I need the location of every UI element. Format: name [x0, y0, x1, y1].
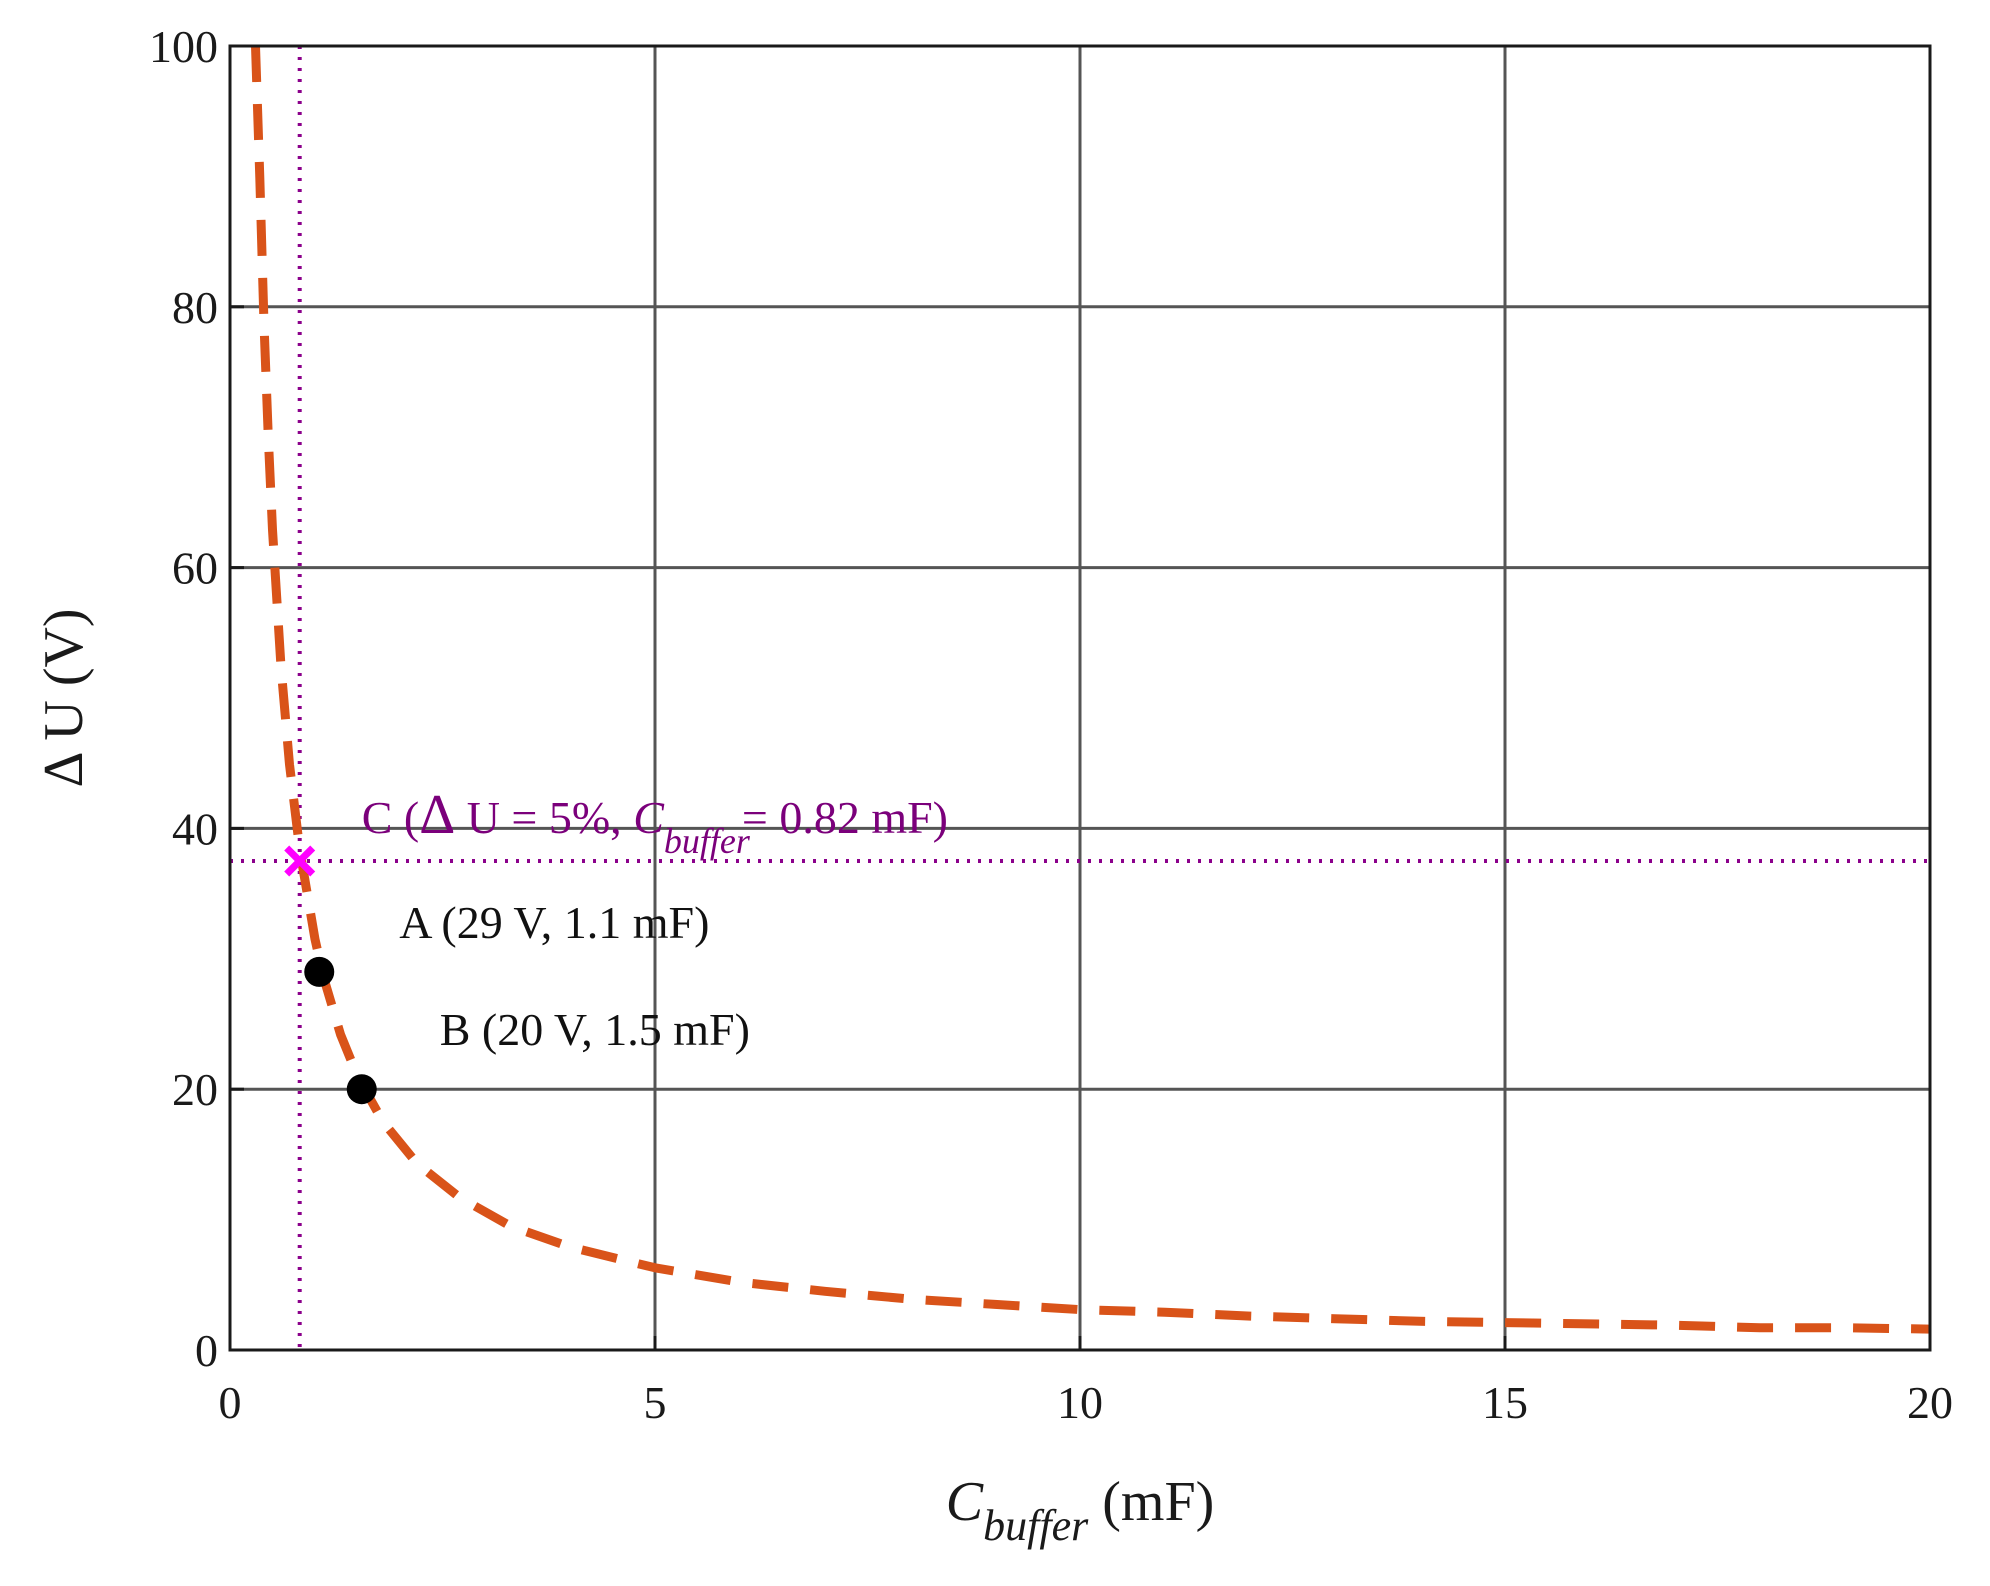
y-tick-label-60: 60 [172, 543, 218, 594]
x-axis-label: Cbuffer (mF) [946, 1471, 1214, 1550]
axes [228, 44, 1932, 1352]
labels: 0 5 10 15 20 0 20 40 60 80 100 Cbuffer (mF) Δ U (V) A… [33, 21, 1953, 1550]
x-axis-label-unit: (mF) [1088, 1471, 1214, 1533]
point-B-label: B (20 V, 1.5 mF) [440, 1004, 750, 1055]
point-C-label: C (Δ U = 5%, Cbuffer= 0.82 mF) [362, 784, 948, 861]
point-C-label-middle: U = 5%, [455, 792, 633, 843]
grid [228, 44, 1932, 1352]
x-axis-label-sub: buffer [983, 1501, 1089, 1550]
x-tick-label-20: 20 [1907, 1377, 1953, 1428]
point-C-label-c: C [633, 792, 665, 843]
series-line-0 [251, 45, 1931, 1334]
x-tick-label-10: 10 [1057, 1377, 1103, 1428]
series-layer [251, 45, 1931, 1334]
point-C-marker-stroke-2 [284, 845, 316, 877]
y-axis-label: Δ U (V) [33, 608, 95, 787]
y-tick-label-20: 20 [172, 1064, 218, 1115]
point-C-label-delta: Δ [419, 784, 455, 846]
x-tick-label-15: 15 [1482, 1377, 1528, 1428]
y-tick-label-0: 0 [195, 1325, 218, 1376]
point-C-marker [284, 845, 316, 877]
x-tick-label-0: 0 [219, 1377, 242, 1428]
point-C-label-prefix: C ( [362, 792, 420, 843]
y-tick-label-80: 80 [172, 282, 218, 333]
point-C-label-sub: buffer [664, 821, 751, 861]
point-A [304, 956, 335, 987]
x-tick-label-5: 5 [644, 1377, 667, 1428]
y-tick-label-40: 40 [172, 803, 218, 854]
reference-lines [230, 46, 1930, 1350]
point-A-label: A (29 V, 1.1 mF) [399, 897, 709, 948]
point-B [346, 1074, 377, 1105]
x-axis-label-main: C [946, 1471, 984, 1533]
point-C-label-suffix: = 0.82 mF) [742, 792, 948, 843]
y-tick-label-100: 100 [149, 21, 218, 72]
markers [284, 845, 377, 1105]
